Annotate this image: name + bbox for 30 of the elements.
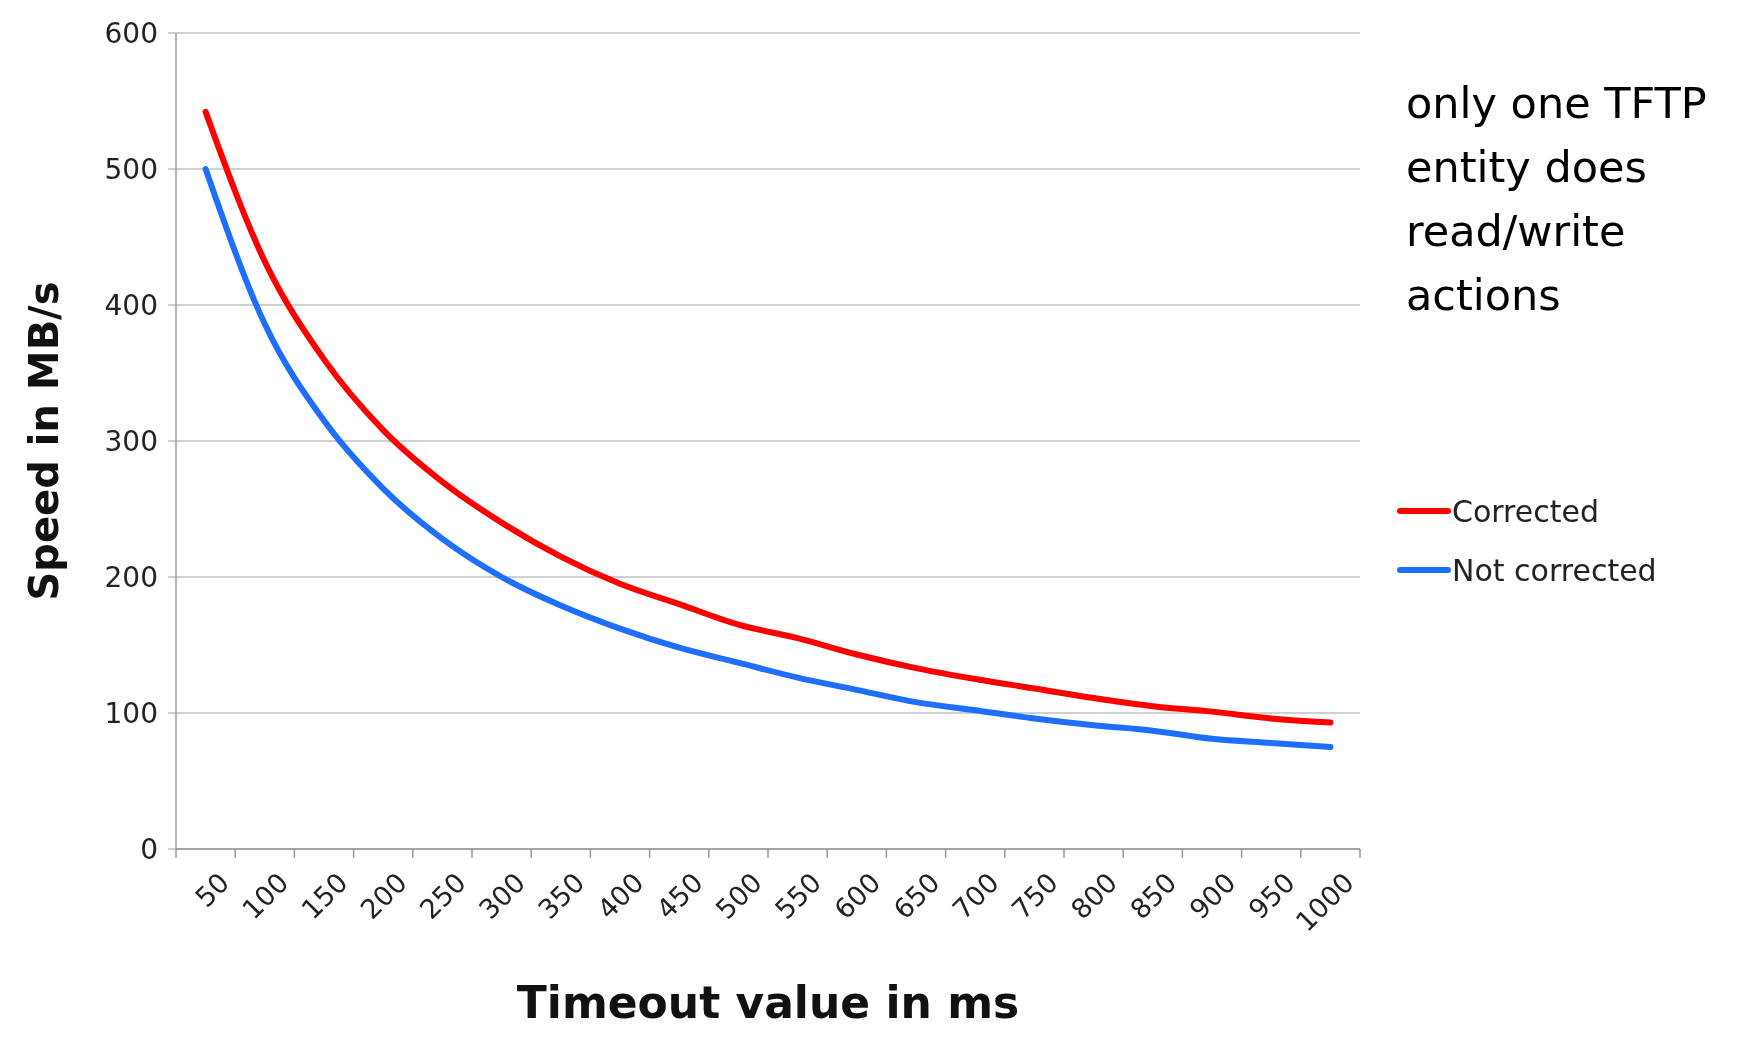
x-tick-label: 200	[354, 866, 413, 926]
x-tick-label: 600	[828, 866, 887, 926]
x-tick-label: 300	[472, 866, 532, 926]
x-axis-title: Timeout value in ms	[516, 977, 1020, 1028]
y-tick-label: 100	[104, 696, 158, 730]
x-tick-label: 450	[650, 866, 709, 926]
y-tick-label: 400	[104, 288, 158, 322]
y-tick-label: 500	[104, 152, 158, 186]
y-tick-label: 300	[104, 424, 158, 458]
x-tick-label: 350	[532, 866, 591, 926]
text: only one TFTP entity does read/write actions	[1406, 78, 1707, 320]
legend-label: Corrected	[1452, 493, 1599, 529]
x-tick-label: 100	[236, 866, 295, 926]
x-tick-label: 700	[946, 866, 1005, 926]
x-tick-label: 900	[1183, 866, 1242, 926]
x-tick-label: 750	[1005, 866, 1065, 926]
x-tick-label: 550	[768, 866, 828, 926]
x-tick-label: 850	[1124, 866, 1183, 926]
x-tick-label: 800	[1064, 866, 1124, 926]
y-tick-label: 600	[104, 16, 158, 50]
x-tick-label: 250	[413, 866, 473, 926]
y-tick-label: 0	[140, 832, 158, 866]
x-tick-label: 500	[709, 866, 769, 926]
x-tick-label: 50	[188, 866, 236, 913]
legend-label: Not corrected	[1452, 552, 1657, 588]
x-tick-label: 650	[887, 866, 946, 926]
y-tick-label: 200	[104, 560, 158, 594]
y-axis-title: Speed in MB/s	[21, 281, 67, 601]
x-tick-label: 150	[295, 866, 354, 926]
x-tick-label: 400	[591, 866, 650, 926]
